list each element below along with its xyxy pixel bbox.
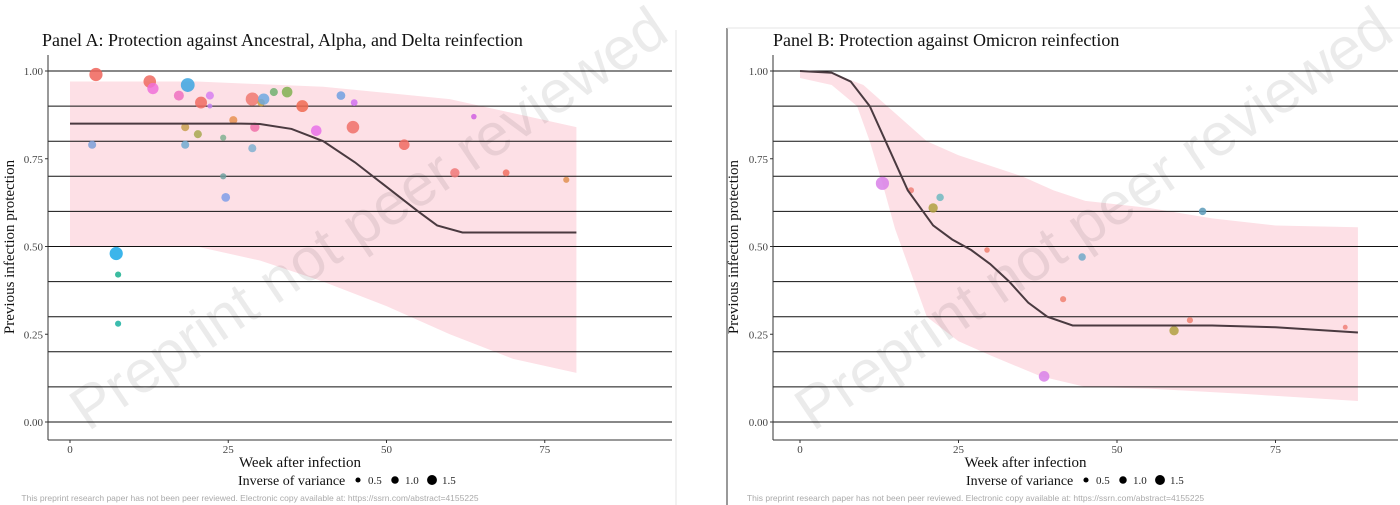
data-point [928, 203, 938, 213]
y-tick-label: 0.00 [24, 417, 44, 429]
panel-a: Panel A: Protection against Ancestral, A… [2, 0, 679, 503]
legend-size-marker [1155, 475, 1165, 485]
x-tick-label: 0 [67, 444, 73, 456]
data-point [245, 92, 259, 106]
data-point [173, 90, 184, 101]
data-point [875, 176, 890, 190]
data-point [109, 246, 123, 261]
data-point [88, 140, 97, 149]
data-point [207, 103, 213, 109]
data-point [1169, 326, 1179, 336]
y-tick-label: 0.25 [24, 329, 44, 341]
data-point [563, 176, 570, 183]
legend-title: Inverse of variance [966, 474, 1073, 489]
data-point [193, 130, 202, 139]
legend-entry-label: 1.5 [442, 475, 456, 487]
data-point [310, 125, 322, 136]
x-tick-label: 50 [381, 444, 393, 456]
data-point [1186, 317, 1193, 324]
y-tick-label: 1.00 [24, 66, 44, 78]
data-point [1060, 296, 1067, 303]
legend-size-marker [391, 476, 399, 484]
data-point [181, 140, 190, 149]
y-tick-label: 0.75 [749, 154, 769, 166]
data-point [180, 78, 195, 92]
data-point [89, 67, 103, 82]
legend-size-marker [1119, 476, 1127, 484]
y-axis-title: Previous infection protection [726, 159, 742, 334]
legend: Inverse of variance 0.5 1.0 1.5 [238, 474, 456, 489]
data-point [248, 144, 257, 153]
data-point [220, 134, 227, 141]
panel-title: Panel A: Protection against Ancestral, A… [42, 30, 523, 50]
legend-title: Inverse of variance [238, 474, 345, 489]
data-point [1342, 324, 1348, 330]
x-tick-label: 0 [797, 444, 803, 456]
data-point [1198, 207, 1207, 216]
data-point [450, 168, 460, 178]
footer-notice: This preprint research paper has not bee… [21, 493, 478, 503]
data-point [195, 96, 207, 109]
confidence-band [800, 71, 1358, 401]
x-tick-label: 25 [223, 444, 235, 456]
legend-entry-label: 1.5 [1170, 475, 1184, 487]
data-point [936, 193, 944, 202]
data-point [205, 91, 214, 100]
data-point [258, 93, 270, 105]
footer-notice: This preprint research paper has not bee… [747, 493, 1204, 503]
data-point [147, 82, 159, 95]
x-tick-label: 50 [1112, 444, 1124, 456]
data-point [398, 139, 410, 151]
data-point [220, 173, 227, 180]
y-tick-label: 1.00 [749, 66, 769, 78]
data-point [115, 271, 122, 278]
panel-b: Panel B: Protection against Omicron rein… [726, 0, 1400, 503]
y-tick-label: 0.25 [749, 329, 769, 341]
legend-entry-label: 0.5 [368, 475, 382, 487]
x-tick-label: 25 [953, 444, 965, 456]
legend-entry-label: 0.5 [1096, 475, 1110, 487]
data-point [502, 169, 510, 177]
legend-size-marker [1083, 477, 1089, 483]
y-tick-label: 0.50 [749, 242, 769, 254]
confidence-band [70, 81, 577, 373]
data-point [471, 113, 477, 120]
x-axis-title: Week after infection [964, 455, 1087, 471]
y-axis-title: Previous infection protection [2, 159, 18, 334]
data-point [181, 123, 190, 132]
data-point [221, 193, 231, 202]
data-point [350, 99, 358, 106]
y-tick-label: 0.50 [24, 242, 44, 254]
fit-curve [799, 70, 1358, 334]
legend-entry-label: 1.0 [405, 475, 419, 487]
data-point [281, 86, 293, 98]
data-point [269, 88, 278, 97]
data-point [984, 247, 990, 253]
panel-title: Panel B: Protection against Omicron rein… [773, 30, 1119, 50]
x-tick-label: 75 [539, 444, 551, 456]
legend-size-marker [427, 475, 437, 485]
fit-curve [70, 122, 577, 234]
y-tick-label: 0.75 [24, 154, 44, 166]
legend: Inverse of variance 0.5 1.0 1.5 [966, 474, 1184, 489]
data-point [1078, 253, 1086, 261]
legend-entry-label: 1.0 [1133, 475, 1147, 487]
x-tick-label: 75 [1270, 444, 1282, 456]
data-point [336, 91, 346, 100]
data-point [1038, 371, 1050, 382]
data-point [346, 120, 360, 134]
y-tick-label: 0.00 [749, 417, 769, 429]
data-point [296, 100, 309, 113]
legend-size-marker [355, 477, 361, 483]
data-point [115, 320, 122, 327]
data-point [229, 116, 238, 125]
x-axis-title: Week after infection [239, 455, 362, 471]
